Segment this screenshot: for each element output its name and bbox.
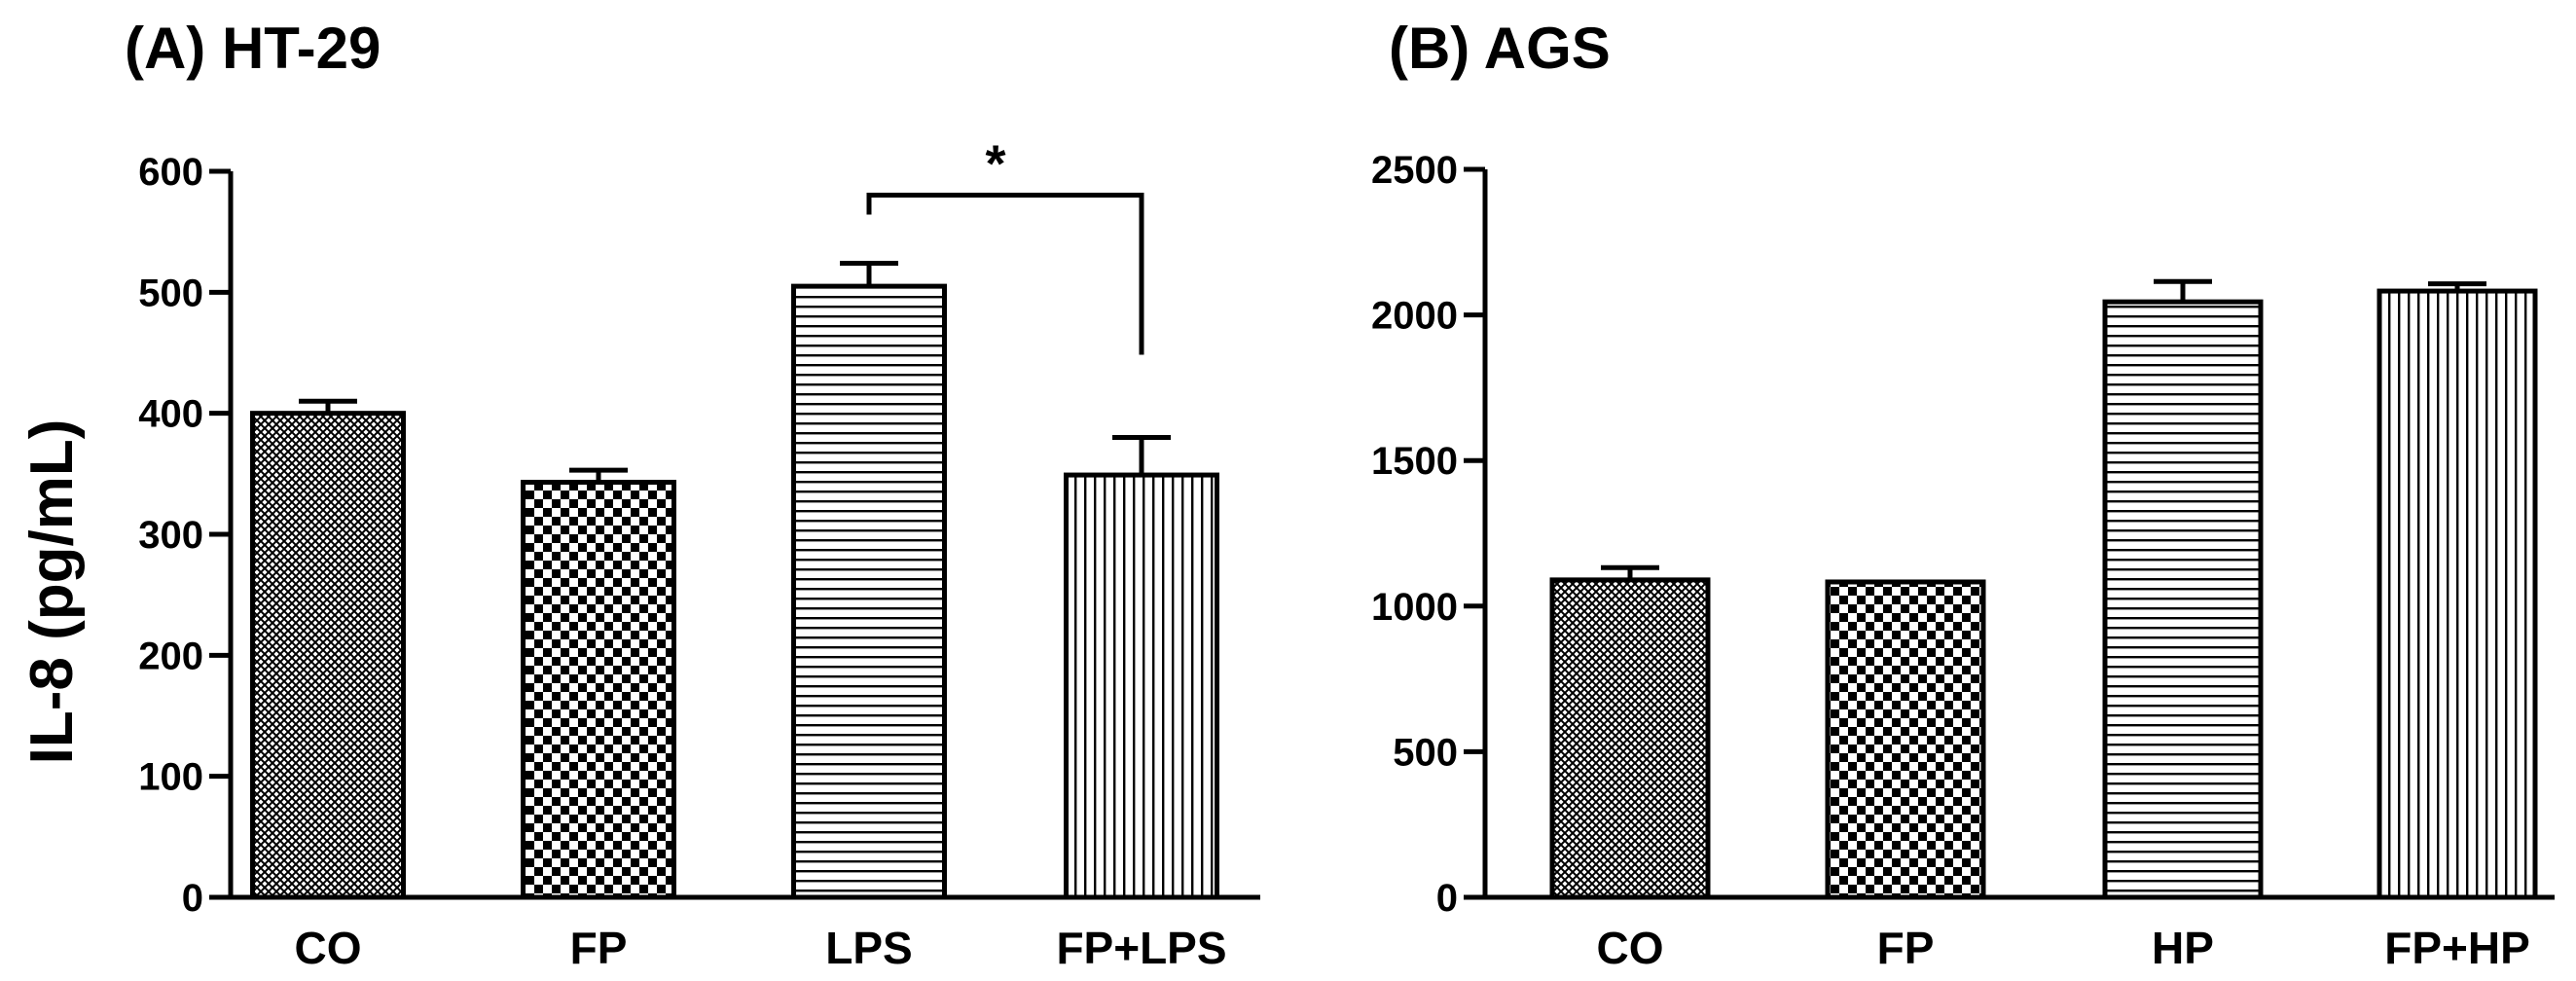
panel-b-bar-co (1549, 577, 1711, 900)
panel-b-y-tick-label: 2500 (1371, 149, 1458, 192)
panel-a-significance-star: * (985, 134, 1005, 193)
panel-a-bar-co (250, 411, 406, 900)
panel-b-x-tick-label: HP (2152, 923, 2214, 973)
panel-b-x-tick-label: FP (1877, 923, 1935, 973)
panel-a-y-ticks: 0 100 200 300 400 500 600 (138, 151, 231, 920)
panel-a-y-tick-label: 100 (138, 756, 203, 799)
panel-a-bar-lps (791, 283, 947, 900)
panel-b-bar-fp-plus-hp (2376, 288, 2538, 900)
panel-b-x-ticks: CO FP HP FP+HP (1597, 923, 2530, 973)
panel-a-x-ticks: CO FP LPS FP+LPS (295, 923, 1227, 973)
panel-a-x-tick-label: LPS (825, 923, 912, 973)
panel-a-x-tick-label: CO (295, 923, 362, 973)
panel-a-y-tick-label: 400 (138, 393, 203, 436)
y-axis-label: IL-8 (pg/mL) (18, 419, 86, 765)
panel-b-bar-hp (2102, 299, 2264, 900)
panel-a-y-tick-label: 500 (138, 272, 203, 314)
panel-b-y-tick-label: 2000 (1371, 295, 1458, 338)
panel-b-chart: (B) AGS 0 500 1000 1500 2000 2500 CO FP HP FP+HP (1371, 16, 2555, 973)
panel-b-title: (B) AGS (1389, 16, 1611, 81)
panel-a-x-tick-label: FP (570, 923, 628, 973)
panel-a-x-tick-label: FP+LPS (1056, 923, 1226, 973)
panel-b-bar-fp (1825, 579, 1986, 900)
panel-b-y-tick-label: 1000 (1371, 586, 1458, 629)
panel-b-bars (1549, 278, 2538, 900)
panel-a-chart: (A) HT-29 IL-8 (pg/mL) 0 100 200 300 400 500 6… (18, 16, 1260, 973)
panel-b-x-tick-label: FP+HP (2384, 923, 2530, 973)
panel-a-bar-fp-plus-lps (1064, 472, 1219, 900)
panel-a-y-tick-label: 300 (138, 514, 203, 557)
panel-a-bar-fp (521, 480, 676, 900)
panel-b-y-tick-label: 0 (1436, 877, 1458, 920)
panel-a-y-tick-label: 600 (138, 151, 203, 194)
panel-a-significance-bracket (866, 192, 1144, 355)
panel-a-annotations: * (866, 134, 1144, 355)
panel-a-y-tick-label: 0 (182, 877, 203, 920)
panel-a-y-tick-label: 200 (138, 635, 203, 677)
panel-b-y-tick-label: 500 (1393, 731, 1458, 774)
panel-a-bars (250, 260, 1219, 900)
panel-b-y-ticks: 0 500 1000 1500 2000 2500 (1371, 149, 1485, 920)
panel-b-y-tick-label: 1500 (1371, 440, 1458, 483)
panel-b-x-tick-label: CO (1597, 923, 1664, 973)
panel-a-title: (A) HT-29 (125, 16, 381, 81)
